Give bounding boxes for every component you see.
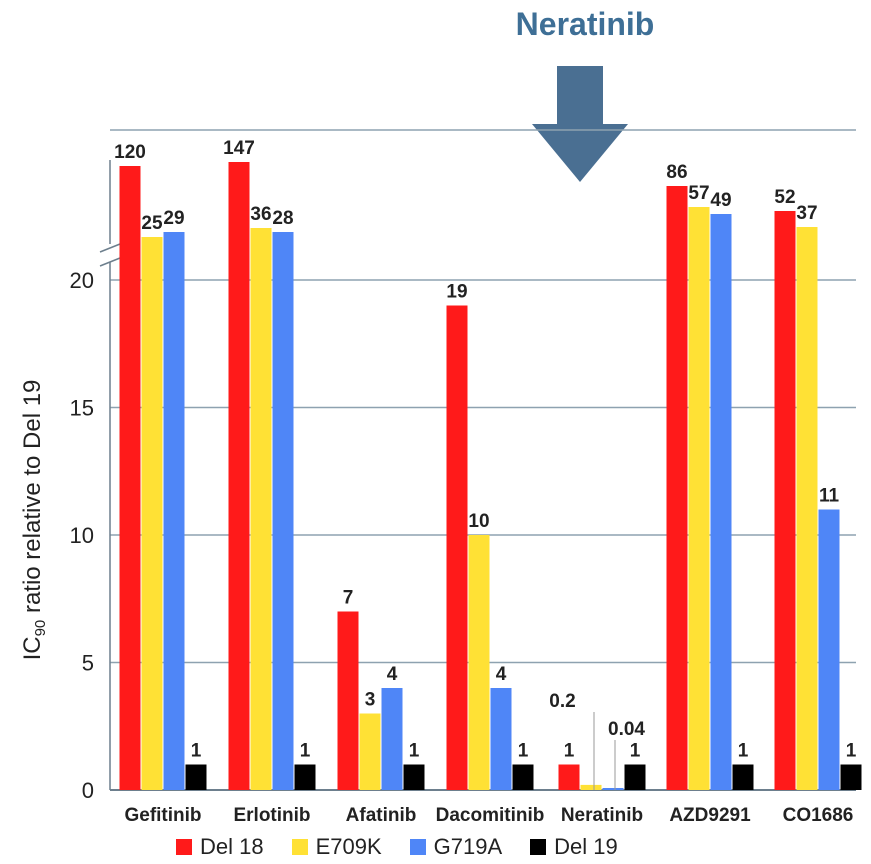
x-tick-label-co1686: CO1686 <box>783 805 854 826</box>
data-label-dacomitinib-del-19: 1 <box>518 741 529 762</box>
data-label-erlotinib-g719a: 28 <box>272 208 293 229</box>
bar-afatinib-del-19 <box>403 764 425 790</box>
data-label-gefitinib-del-18: 120 <box>114 142 146 163</box>
data-label-afatinib-g719a: 4 <box>387 664 398 685</box>
legend-item-del-19: Del 19 <box>530 834 618 860</box>
legend-label-g719a: G719A <box>433 834 503 859</box>
data-label-co1686-del-19: 1 <box>846 741 857 762</box>
legend-swatch-g719a <box>409 839 426 855</box>
y-axis-label-suffix: ratio relative to Del 19 <box>18 379 46 620</box>
data-label-gefitinib-del-19: 1 <box>191 741 202 762</box>
y-tick-label-5: 5 <box>82 651 94 676</box>
data-label-co1686-g719a: 11 <box>819 486 840 507</box>
y-axis-label-prefix: IC <box>18 636 46 661</box>
y-tick-label-15: 15 <box>70 396 94 421</box>
bar-erlotinib-del-19 <box>294 764 316 790</box>
neratinib-callout-title: Neratinib <box>515 6 655 42</box>
data-label-neratinib-e709k: 0.2 <box>549 691 575 712</box>
bar-afatinib-e709k <box>359 713 381 790</box>
bar-azd9291-del-19 <box>732 764 754 790</box>
bar-erlotinib-e709k <box>250 228 272 790</box>
legend-label-del-18: Del 18 <box>200 834 264 859</box>
bar-azd9291-e709k <box>688 207 710 790</box>
x-tick-label-neratinib: Neratinib <box>561 805 643 826</box>
y-axis-label: IC90 ratio relative to Del 19 <box>19 380 49 661</box>
bar-azd9291-g719a <box>710 214 732 790</box>
bar-neratinib-del-18 <box>558 764 580 790</box>
legend-swatch-del-18 <box>176 839 192 855</box>
data-label-co1686-e709k: 37 <box>796 203 817 224</box>
data-label-afatinib-del-18: 7 <box>343 588 354 609</box>
data-label-erlotinib-del-19: 1 <box>300 741 311 762</box>
bar-gefitinib-del-19 <box>185 764 207 790</box>
bar-dacomitinib-del-18 <box>446 305 468 790</box>
legend-item-g719a: G719A <box>409 834 503 860</box>
data-label-neratinib-del-19: 1 <box>630 741 641 762</box>
legend: Del 18 E709K G719A Del 19 <box>176 832 646 862</box>
x-tick-label-azd9291: AZD9291 <box>669 805 751 826</box>
bar-dacomitinib-e709k <box>468 535 490 790</box>
data-label-co1686-del-18: 52 <box>774 187 795 208</box>
down-arrow-icon <box>532 66 628 182</box>
data-label-neratinib-g719a: 0.04 <box>608 719 645 740</box>
bar-afatinib-g719a <box>381 688 403 790</box>
data-label-gefitinib-e709k: 25 <box>141 213 163 234</box>
data-label-azd9291-del-19: 1 <box>738 741 749 762</box>
data-label-gefitinib-g719a: 29 <box>163 208 184 229</box>
data-label-afatinib-del-19: 1 <box>409 741 420 762</box>
x-tick-label-erlotinib: Erlotinib <box>233 805 310 826</box>
y-tick-label-10: 10 <box>70 523 94 548</box>
bar-neratinib-e709k <box>580 784 602 790</box>
data-label-azd9291-del-18: 86 <box>666 162 687 183</box>
bar-gefitinib-g719a <box>163 232 185 790</box>
y-tick-label-0: 0 <box>82 778 94 803</box>
bar-dacomitinib-g719a <box>490 688 512 790</box>
axis-break-mark-top <box>99 243 121 253</box>
bar-azd9291-del-18 <box>666 186 688 790</box>
data-label-erlotinib-e709k: 36 <box>250 204 271 225</box>
legend-swatch-del-19 <box>530 839 547 855</box>
y-axis-label-subscript: 90 <box>32 619 50 637</box>
bar-co1686-e709k <box>796 227 818 790</box>
x-tick-label-gefitinib: Gefitinib <box>124 805 201 826</box>
x-tick-label-afatinib: Afatinib <box>346 805 417 826</box>
bar-co1686-g719a <box>818 509 840 790</box>
bar-co1686-del-19 <box>840 764 862 790</box>
data-label-neratinib-del-18: 1 <box>564 741 575 762</box>
legend-item-del-18: Del 18 <box>176 834 264 860</box>
legend-label-e709k: E709K <box>315 834 382 859</box>
bar-afatinib-del-18 <box>337 611 359 790</box>
bar-erlotinib-del-18 <box>228 162 250 790</box>
y-tick-label-20: 20 <box>70 268 94 293</box>
axis-break-mark-bottom <box>99 257 121 267</box>
legend-label-del-19: Del 19 <box>554 834 618 859</box>
bar-neratinib-g719a <box>602 788 624 790</box>
bar-gefitinib-del-18 <box>119 166 141 790</box>
bar-co1686-del-18 <box>774 211 796 790</box>
legend-item-e709k: E709K <box>291 834 382 860</box>
data-label-dacomitinib-g719a: 4 <box>496 664 507 685</box>
data-label-azd9291-g719a: 49 <box>710 190 731 211</box>
data-label-azd9291-e709k: 57 <box>688 183 709 204</box>
bar-neratinib-del-19 <box>624 764 646 790</box>
data-label-erlotinib-del-18: 147 <box>223 138 255 159</box>
data-label-afatinib-e709k: 3 <box>365 690 376 711</box>
bar-erlotinib-g719a <box>272 232 294 790</box>
legend-swatch-e709k <box>291 839 308 855</box>
data-label-dacomitinib-e709k: 10 <box>468 511 489 532</box>
bar-gefitinib-e709k <box>141 237 163 790</box>
data-label-dacomitinib-del-18: 19 <box>446 282 467 303</box>
x-tick-label-dacomitinib: Dacomitinib <box>436 805 545 826</box>
bar-dacomitinib-del-19 <box>512 764 534 790</box>
